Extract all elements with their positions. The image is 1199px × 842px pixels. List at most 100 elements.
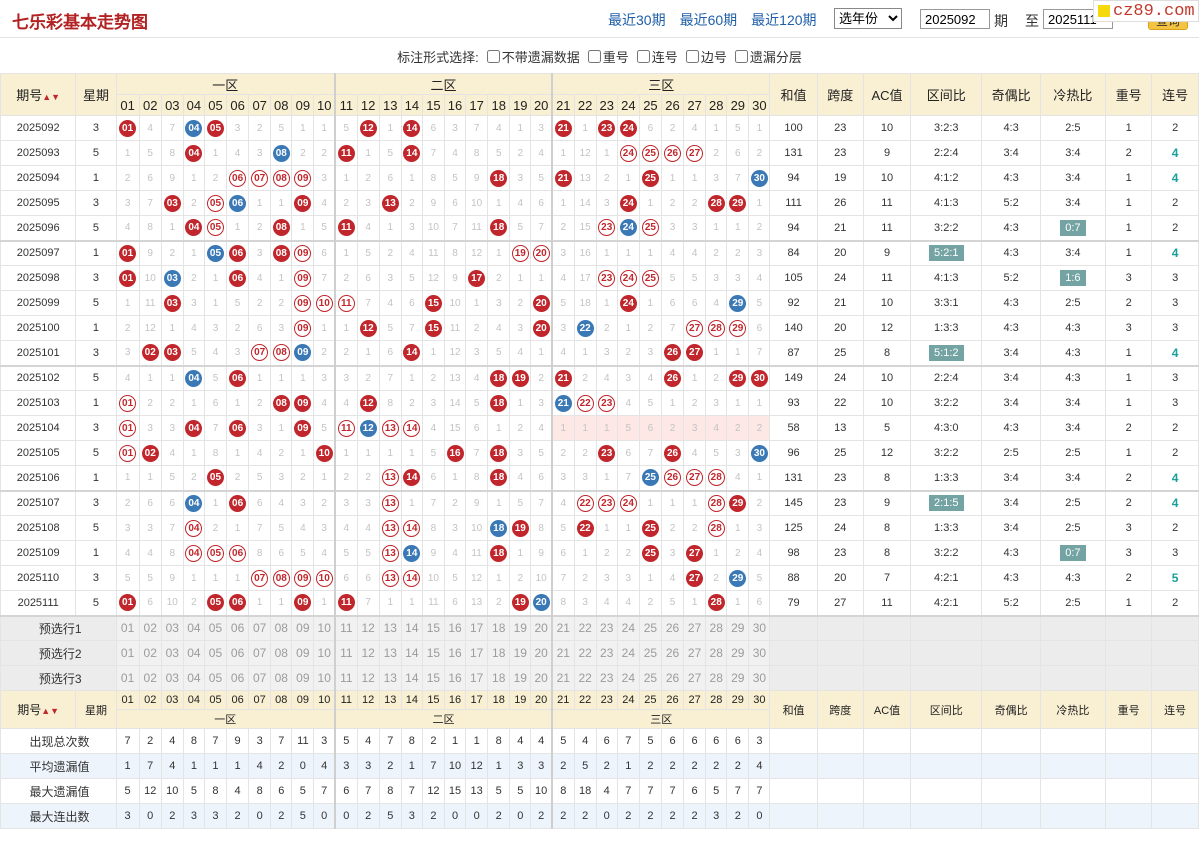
preselect-number[interactable]: 12	[356, 665, 380, 691]
preselect-number[interactable]: 23	[595, 640, 618, 666]
preselect-number[interactable]: 15	[421, 665, 445, 691]
preselect-number[interactable]: 09	[291, 665, 315, 691]
preselect-number[interactable]: 04	[182, 665, 205, 691]
preselect-number[interactable]: 21	[550, 614, 575, 641]
preselect-number[interactable]: 16	[443, 665, 467, 691]
preselect-number[interactable]: 26	[660, 614, 685, 641]
issue-column-header[interactable]: 期号▲▼	[0, 73, 77, 116]
preselect-number[interactable]: 24	[616, 640, 640, 666]
preselect-number[interactable]: 19	[509, 640, 532, 666]
preselect-number[interactable]: 08	[270, 665, 293, 691]
option-no-miss[interactable]: 不带遗漏数据	[486, 47, 580, 66]
preselect-number[interactable]: 25	[638, 665, 662, 691]
preselect-number[interactable]: 11	[334, 614, 358, 641]
preselect-number[interactable]: 10	[313, 614, 336, 641]
preselect-number[interactable]: 21	[550, 640, 575, 666]
preselect-number[interactable]: 15	[421, 640, 445, 666]
preselect-number[interactable]: 17	[465, 640, 489, 666]
preselect-number[interactable]: 27	[683, 614, 707, 641]
preselect-number[interactable]: 27	[683, 640, 707, 666]
preselect-number[interactable]: 16	[443, 640, 467, 666]
preselect-number[interactable]: 10	[313, 665, 336, 691]
preselect-number[interactable]: 28	[705, 640, 728, 666]
issue-column-header[interactable]: 期号▲▼	[0, 690, 77, 729]
recent-120-link[interactable]: 最近120期	[751, 12, 817, 28]
preselect-number[interactable]: 07	[248, 665, 272, 691]
preselect-number[interactable]: 12	[356, 640, 380, 666]
preselect-number[interactable]: 09	[291, 614, 315, 641]
preselect-number[interactable]: 13	[378, 614, 402, 641]
preselect-number[interactable]: 13	[378, 640, 402, 666]
option-repeat-checkbox[interactable]	[587, 49, 601, 63]
preselect-number[interactable]: 10	[313, 640, 336, 666]
preselect-number[interactable]: 24	[616, 665, 640, 691]
preselect-number[interactable]: 30	[748, 665, 771, 691]
preselect-number[interactable]: 06	[226, 640, 250, 666]
preselect-number[interactable]: 18	[487, 640, 511, 666]
preselect-number[interactable]: 14	[400, 640, 423, 666]
preselect-number[interactable]: 07	[248, 614, 272, 641]
preselect-number[interactable]: 25	[638, 614, 662, 641]
option-no-miss-checkbox[interactable]	[486, 49, 500, 63]
preselect-number[interactable]: 17	[465, 665, 489, 691]
preselect-number[interactable]: 23	[595, 665, 618, 691]
preselect-number[interactable]: 29	[726, 640, 750, 666]
preselect-number[interactable]: 04	[182, 640, 205, 666]
preselect-number[interactable]: 18	[487, 665, 511, 691]
option-consecutive-checkbox[interactable]	[636, 49, 650, 63]
option-consecutive[interactable]: 连号	[636, 47, 678, 66]
preselect-number[interactable]: 24	[616, 614, 640, 641]
preselect-number[interactable]: 28	[705, 665, 728, 691]
preselect-number[interactable]: 05	[203, 640, 228, 666]
preselect-number[interactable]: 11	[334, 665, 358, 691]
preselect-number[interactable]: 14	[400, 614, 423, 641]
preselect-number[interactable]: 16	[443, 614, 467, 641]
preselect-number[interactable]: 04	[182, 614, 205, 641]
preselect-number[interactable]: 22	[573, 665, 597, 691]
preselect-number[interactable]: 30	[748, 640, 771, 666]
preselect-number[interactable]: 27	[683, 665, 707, 691]
preselect-number[interactable]: 17	[465, 614, 489, 641]
preselect-number[interactable]: 08	[270, 614, 293, 641]
option-edge[interactable]: 边号	[685, 47, 727, 66]
preselect-number[interactable]: 25	[638, 640, 662, 666]
issue-from-input[interactable]	[920, 9, 990, 29]
preselect-number[interactable]: 28	[705, 614, 728, 641]
preselect-number[interactable]: 03	[160, 665, 184, 691]
preselect-number[interactable]: 02	[138, 640, 162, 666]
preselect-number[interactable]: 05	[203, 614, 228, 641]
preselect-number[interactable]: 30	[748, 614, 771, 641]
preselect-number[interactable]: 02	[138, 665, 162, 691]
preselect-number[interactable]: 07	[248, 640, 272, 666]
year-select[interactable]: 选年份	[834, 8, 902, 29]
preselect-number[interactable]: 15	[421, 614, 445, 641]
option-miss-layer[interactable]: 遗漏分层	[734, 47, 802, 66]
preselect-number[interactable]: 19	[509, 614, 532, 641]
preselect-number[interactable]: 20	[530, 614, 553, 641]
preselect-number[interactable]: 06	[226, 614, 250, 641]
preselect-number[interactable]: 09	[291, 640, 315, 666]
option-miss-layer-checkbox[interactable]	[734, 49, 748, 63]
preselect-number[interactable]: 26	[660, 665, 685, 691]
preselect-number[interactable]: 19	[509, 665, 532, 691]
preselect-number[interactable]: 03	[160, 614, 184, 641]
preselect-number[interactable]: 20	[530, 665, 553, 691]
preselect-number[interactable]: 23	[595, 614, 618, 641]
preselect-number[interactable]: 01	[115, 614, 140, 641]
preselect-number[interactable]: 29	[726, 614, 750, 641]
preselect-number[interactable]: 03	[160, 640, 184, 666]
preselect-number[interactable]: 05	[203, 665, 228, 691]
recent-60-link[interactable]: 最近60期	[679, 12, 738, 28]
preselect-number[interactable]: 21	[550, 665, 575, 691]
preselect-number[interactable]: 08	[270, 640, 293, 666]
preselect-number[interactable]: 26	[660, 640, 685, 666]
preselect-number[interactable]: 06	[226, 665, 250, 691]
preselect-number[interactable]: 22	[573, 640, 597, 666]
preselect-number[interactable]: 13	[378, 665, 402, 691]
preselect-number[interactable]: 12	[356, 614, 380, 641]
preselect-number[interactable]: 29	[726, 665, 750, 691]
preselect-number[interactable]: 11	[334, 640, 358, 666]
preselect-number[interactable]: 14	[400, 665, 423, 691]
option-edge-checkbox[interactable]	[685, 49, 699, 63]
preselect-number[interactable]: 01	[115, 640, 140, 666]
